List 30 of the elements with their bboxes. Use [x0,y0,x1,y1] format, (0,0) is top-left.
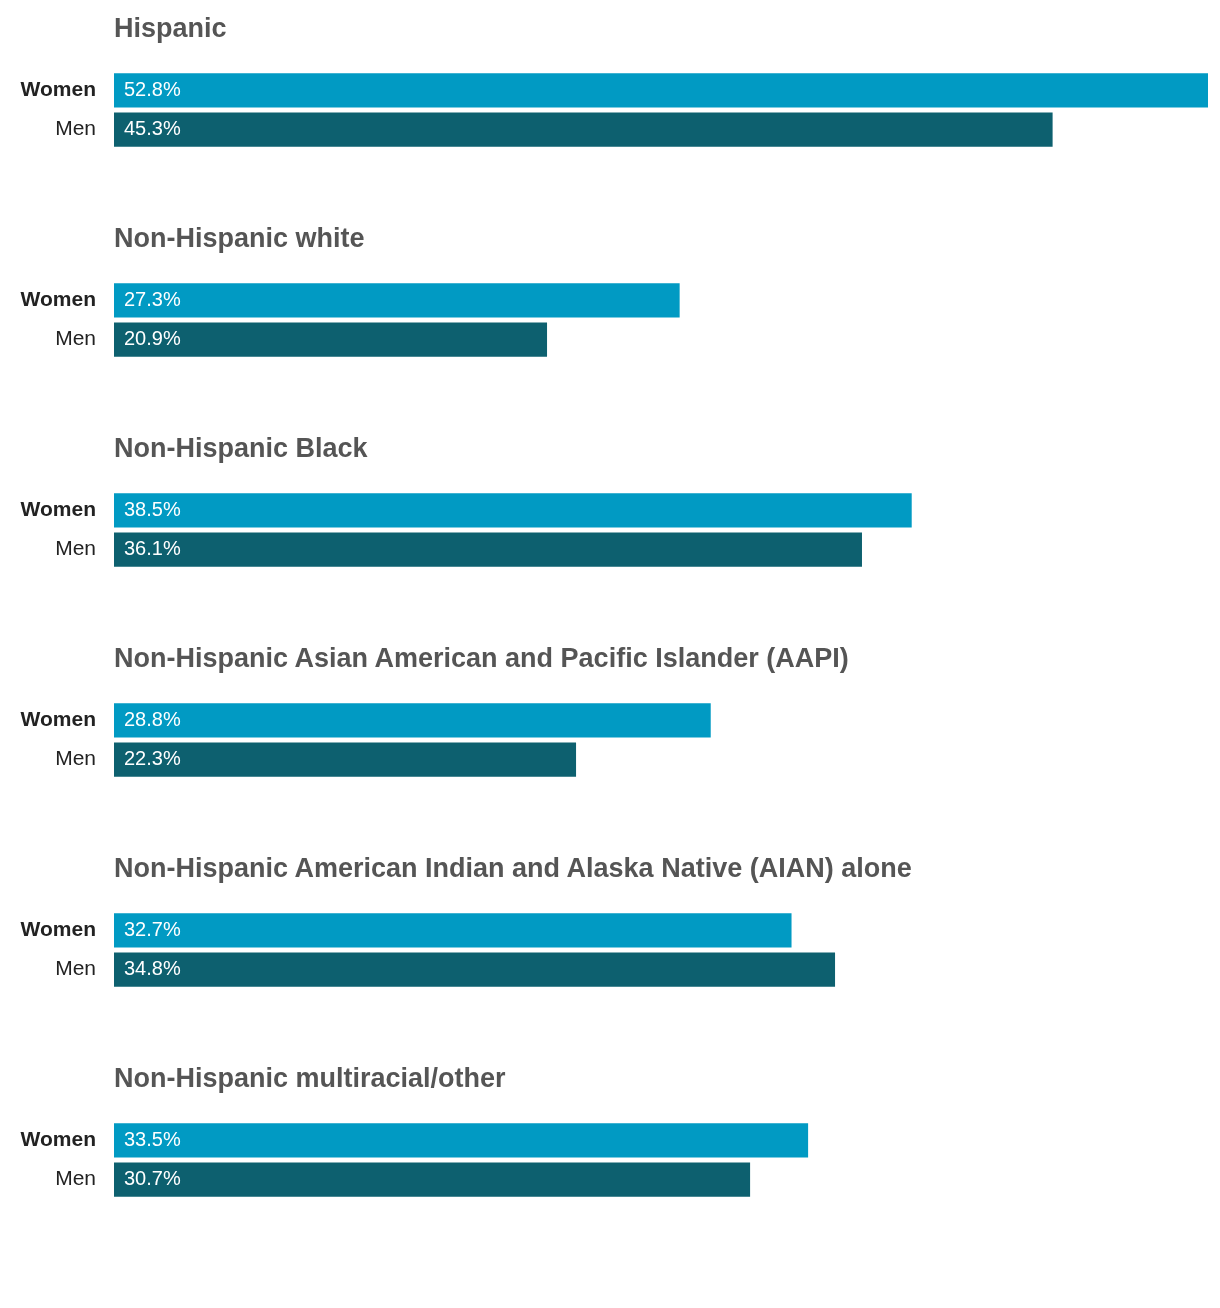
data-label: 36.1% [124,537,181,560]
y-tick-label: Men [55,536,96,560]
chart-title: Non-Hispanic Black [114,432,369,465]
y-tick-label: Women [20,497,96,521]
data-label: 28.8% [124,707,181,730]
data-label: 33.5% [124,1127,181,1150]
chart-title: Non-Hispanic Asian American and Pacific Islander (AAPI) [114,642,850,675]
data-label: 22.3% [124,747,181,770]
data-label: 38.5% [124,497,181,520]
y-tick-label: Men [55,116,96,140]
data-label: 52.8% [124,77,181,100]
chart-title: Non-Hispanic multiracial/other [114,1062,507,1095]
data-label: 45.3% [124,117,181,140]
y-tick-label: Women [20,917,96,941]
data-label: 20.9% [124,327,181,350]
y-tick-label: Men [55,326,96,350]
data-label: 32.7% [124,917,181,940]
chart-title: Non-Hispanic white [114,222,366,255]
data-label: 30.7% [124,1167,181,1190]
y-tick-label: Men [55,956,96,980]
chart-title: Non-Hispanic American Indian and Alaska Native (AIAN) alone [114,852,913,885]
data-label: 27.3% [124,287,181,310]
chart-title: Hispanic [114,12,228,45]
y-tick-label: Women [20,707,96,731]
data-label: 34.8% [124,957,181,980]
y-tick-label: Women [20,1127,96,1151]
y-tick-label: Women [20,77,96,101]
y-tick-label: Men [55,746,96,770]
y-tick-label: Women [20,287,96,311]
y-tick-label: Men [55,1166,96,1190]
